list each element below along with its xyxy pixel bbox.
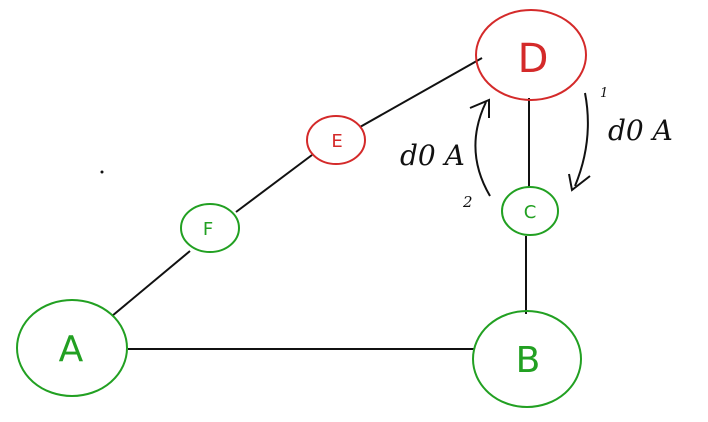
node-f-circle: [180, 203, 240, 253]
node-d-circle: [475, 9, 587, 101]
edge-a-f: [111, 250, 191, 317]
edge-f-e: [235, 154, 313, 213]
node-d[interactable]: D: [475, 9, 587, 101]
stray-dot: [100, 170, 104, 174]
node-b-circle: [472, 310, 582, 408]
node-c-label: C: [524, 202, 537, 223]
edge-e-d: [359, 57, 483, 128]
node-c[interactable]: C: [501, 186, 559, 236]
arrow-step2: [474, 101, 491, 197]
node-e-label: E: [331, 131, 342, 152]
node-d-label: D: [518, 36, 549, 82]
arrow-step1-head-icon: [568, 173, 591, 192]
node-b-label: B: [516, 340, 541, 381]
node-e-circle: [306, 115, 366, 165]
arrow-step2-head-icon: [469, 98, 490, 118]
arrow-step1: [574, 92, 589, 187]
step1-number: 1: [600, 86, 608, 101]
edges: [111, 57, 530, 350]
node-f[interactable]: F: [180, 203, 240, 253]
node-a-label: A: [59, 329, 84, 370]
node-f-label: F: [203, 219, 213, 240]
node-e[interactable]: E: [306, 115, 366, 165]
step2-number: 2: [462, 193, 473, 211]
step1-text: d0 A: [608, 114, 673, 147]
node-a[interactable]: A: [16, 299, 128, 397]
node-a-circle: [16, 299, 128, 397]
step2-text: d0 A: [400, 139, 465, 172]
annotations: [469, 92, 591, 197]
node-c-circle: [501, 186, 559, 236]
node-b[interactable]: B: [472, 310, 582, 408]
